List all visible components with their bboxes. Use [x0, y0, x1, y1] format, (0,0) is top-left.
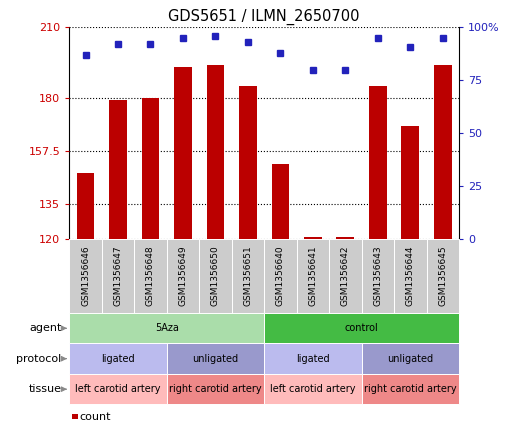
Bar: [362, 239, 394, 313]
Text: GSM1356648: GSM1356648: [146, 246, 155, 306]
Bar: [174, 67, 192, 239]
Text: GSM1356650: GSM1356650: [211, 246, 220, 306]
Bar: [271, 164, 289, 239]
Bar: [69, 313, 264, 343]
Text: left carotid artery: left carotid artery: [75, 384, 161, 394]
Bar: [362, 343, 459, 374]
Bar: [109, 100, 127, 239]
Bar: [304, 236, 322, 239]
Bar: [264, 374, 362, 404]
Bar: [72, 414, 78, 419]
Text: left carotid artery: left carotid artery: [270, 384, 356, 394]
Title: GDS5651 / ILMN_2650700: GDS5651 / ILMN_2650700: [168, 8, 360, 25]
Bar: [264, 239, 297, 313]
Bar: [102, 239, 134, 313]
Bar: [264, 343, 362, 374]
Bar: [232, 239, 264, 313]
Bar: [329, 239, 362, 313]
Bar: [76, 173, 94, 239]
Bar: [434, 65, 452, 239]
Bar: [402, 126, 419, 239]
Bar: [167, 374, 264, 404]
Bar: [362, 374, 459, 404]
Bar: [207, 65, 224, 239]
Text: GSM1356640: GSM1356640: [276, 246, 285, 306]
Text: protocol: protocol: [16, 354, 62, 364]
Text: count: count: [79, 412, 111, 422]
Text: tissue: tissue: [29, 384, 62, 394]
Text: right carotid artery: right carotid artery: [169, 384, 262, 394]
Text: GSM1356647: GSM1356647: [113, 246, 123, 306]
Bar: [69, 343, 167, 374]
Bar: [369, 86, 387, 239]
Text: 5Aza: 5Aza: [155, 323, 179, 333]
Text: ligated: ligated: [101, 354, 135, 364]
Text: GSM1356642: GSM1356642: [341, 246, 350, 306]
Text: GSM1356641: GSM1356641: [308, 246, 318, 306]
Bar: [239, 86, 257, 239]
Bar: [427, 239, 459, 313]
Bar: [167, 239, 199, 313]
Bar: [264, 313, 459, 343]
Bar: [69, 374, 167, 404]
Text: GSM1356643: GSM1356643: [373, 246, 382, 306]
Text: GSM1356645: GSM1356645: [439, 246, 447, 306]
Text: unligated: unligated: [387, 354, 433, 364]
Bar: [394, 239, 427, 313]
Text: agent: agent: [29, 323, 62, 333]
Text: GSM1356649: GSM1356649: [179, 246, 187, 306]
Bar: [134, 239, 167, 313]
Text: control: control: [345, 323, 379, 333]
Text: unligated: unligated: [192, 354, 239, 364]
Text: ligated: ligated: [296, 354, 330, 364]
Text: right carotid artery: right carotid artery: [364, 384, 457, 394]
Text: GSM1356651: GSM1356651: [244, 246, 252, 306]
Bar: [199, 239, 232, 313]
Bar: [337, 236, 354, 239]
Bar: [142, 98, 160, 239]
Text: GSM1356644: GSM1356644: [406, 246, 415, 306]
Bar: [69, 239, 102, 313]
Bar: [297, 239, 329, 313]
Bar: [167, 343, 264, 374]
Text: GSM1356646: GSM1356646: [81, 246, 90, 306]
